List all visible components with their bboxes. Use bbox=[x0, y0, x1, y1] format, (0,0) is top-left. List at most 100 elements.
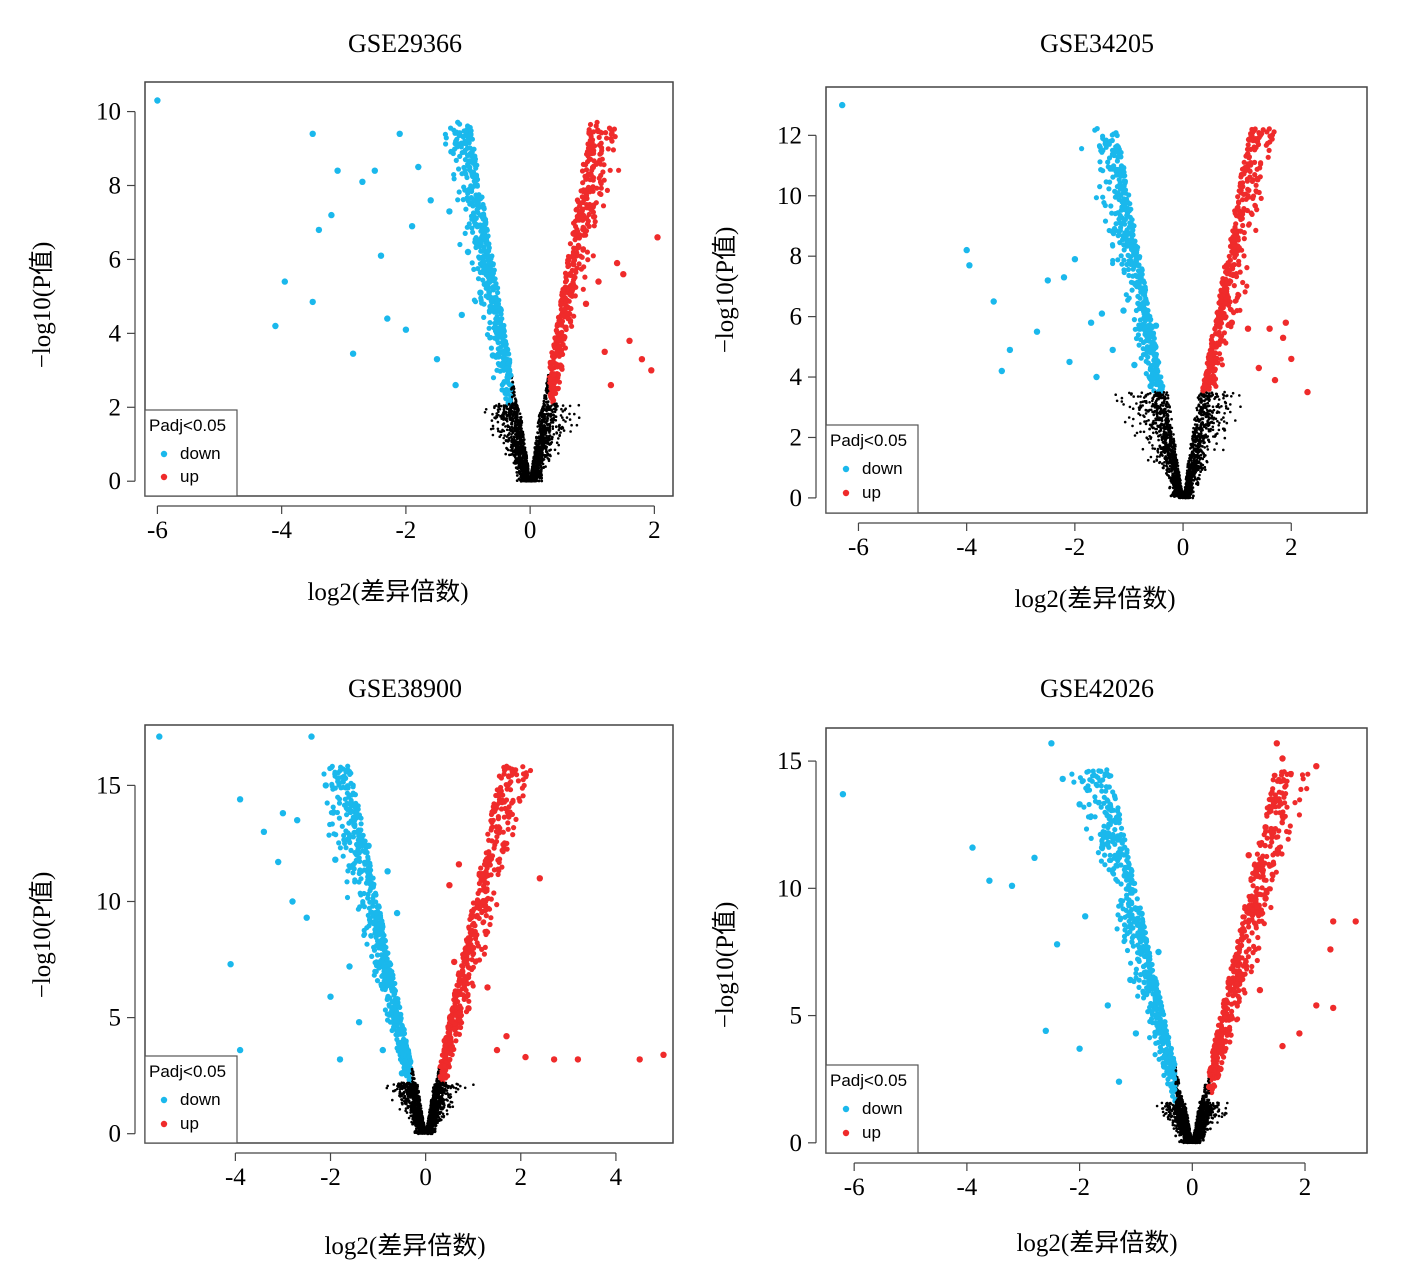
data-point bbox=[567, 241, 574, 247]
data-point bbox=[563, 326, 569, 333]
data-point bbox=[1137, 271, 1143, 277]
data-point bbox=[515, 461, 519, 465]
data-point bbox=[516, 431, 520, 435]
data-point bbox=[1218, 421, 1221, 425]
data-point bbox=[535, 436, 538, 440]
data-point bbox=[477, 261, 483, 267]
data-point bbox=[1165, 416, 1168, 420]
data-point bbox=[1141, 299, 1147, 305]
data-point bbox=[494, 334, 501, 340]
data-point bbox=[583, 192, 589, 198]
data-point bbox=[1159, 396, 1162, 400]
data-point bbox=[1199, 462, 1202, 465]
data-point bbox=[1232, 254, 1238, 260]
data-point bbox=[487, 256, 493, 262]
data-point bbox=[1098, 148, 1104, 154]
data-point bbox=[508, 453, 511, 457]
data-point bbox=[1253, 227, 1259, 233]
data-point bbox=[507, 411, 511, 414]
data-point bbox=[481, 314, 487, 320]
data-point bbox=[1247, 174, 1253, 180]
data-point bbox=[1154, 358, 1161, 364]
data-point bbox=[1265, 140, 1271, 146]
data-point bbox=[1140, 307, 1146, 313]
data-point bbox=[1210, 380, 1216, 386]
data-point bbox=[593, 123, 599, 129]
data-point bbox=[1158, 455, 1161, 458]
data-point bbox=[1130, 232, 1136, 238]
data-point bbox=[1152, 413, 1156, 417]
data-point bbox=[585, 141, 591, 147]
data-point-up bbox=[595, 278, 602, 285]
data-point bbox=[1223, 429, 1227, 432]
data-point bbox=[1244, 151, 1250, 157]
data-point bbox=[452, 146, 458, 152]
data-point bbox=[530, 470, 533, 474]
data-point bbox=[483, 272, 489, 278]
data-point bbox=[499, 415, 502, 418]
data-point bbox=[486, 308, 492, 314]
data-point bbox=[1145, 436, 1148, 440]
data-point bbox=[510, 425, 514, 429]
data-point bbox=[1166, 396, 1170, 400]
data-point bbox=[1199, 453, 1203, 457]
data-point-up bbox=[638, 356, 646, 363]
data-point bbox=[1170, 460, 1174, 464]
data-point bbox=[540, 413, 543, 416]
data-point bbox=[560, 407, 563, 411]
data-point bbox=[491, 433, 495, 437]
data-point bbox=[454, 141, 461, 147]
data-point bbox=[550, 358, 556, 364]
data-point bbox=[1214, 316, 1220, 323]
data-point bbox=[1143, 311, 1149, 318]
data-point bbox=[569, 323, 575, 329]
data-point-down bbox=[272, 322, 279, 330]
data-point bbox=[1228, 272, 1234, 278]
data-point bbox=[1119, 186, 1125, 192]
data-point bbox=[513, 436, 516, 439]
data-point bbox=[1148, 363, 1154, 369]
data-point bbox=[551, 418, 554, 422]
data-point bbox=[1224, 405, 1228, 408]
data-point bbox=[1175, 494, 1178, 498]
data-point bbox=[1158, 374, 1164, 380]
data-point-down bbox=[309, 130, 316, 137]
data-point bbox=[1246, 187, 1252, 193]
data-point bbox=[1133, 434, 1137, 437]
data-point bbox=[544, 395, 548, 399]
data-point bbox=[1157, 438, 1160, 442]
data-point bbox=[469, 260, 475, 266]
data-point bbox=[1204, 454, 1207, 457]
data-point bbox=[462, 157, 468, 163]
data-point bbox=[536, 425, 539, 428]
data-point bbox=[1139, 430, 1142, 434]
data-point bbox=[490, 295, 496, 301]
data-point-down bbox=[408, 223, 416, 230]
data-point bbox=[488, 345, 494, 351]
data-point bbox=[552, 379, 558, 385]
data-point bbox=[537, 469, 541, 472]
data-point bbox=[1154, 430, 1158, 434]
data-point bbox=[1189, 456, 1192, 460]
data-point bbox=[1148, 427, 1151, 431]
data-point bbox=[1191, 496, 1195, 500]
data-point bbox=[1162, 415, 1165, 418]
data-point bbox=[1144, 422, 1148, 426]
data-point bbox=[513, 416, 516, 420]
data-point bbox=[1168, 486, 1171, 490]
data-point bbox=[497, 405, 501, 409]
data-point bbox=[520, 419, 523, 423]
data-point bbox=[552, 414, 556, 417]
data-point bbox=[513, 453, 516, 457]
data-point bbox=[561, 416, 564, 419]
data-point bbox=[577, 403, 581, 407]
data-point bbox=[1203, 465, 1207, 469]
data-point-up bbox=[654, 234, 661, 241]
data-point bbox=[1125, 266, 1131, 273]
data-point bbox=[571, 283, 577, 289]
data-point bbox=[1222, 396, 1225, 400]
data-point bbox=[551, 425, 555, 428]
data-point bbox=[518, 449, 521, 452]
data-point bbox=[1149, 392, 1152, 395]
data-point bbox=[1200, 427, 1203, 430]
